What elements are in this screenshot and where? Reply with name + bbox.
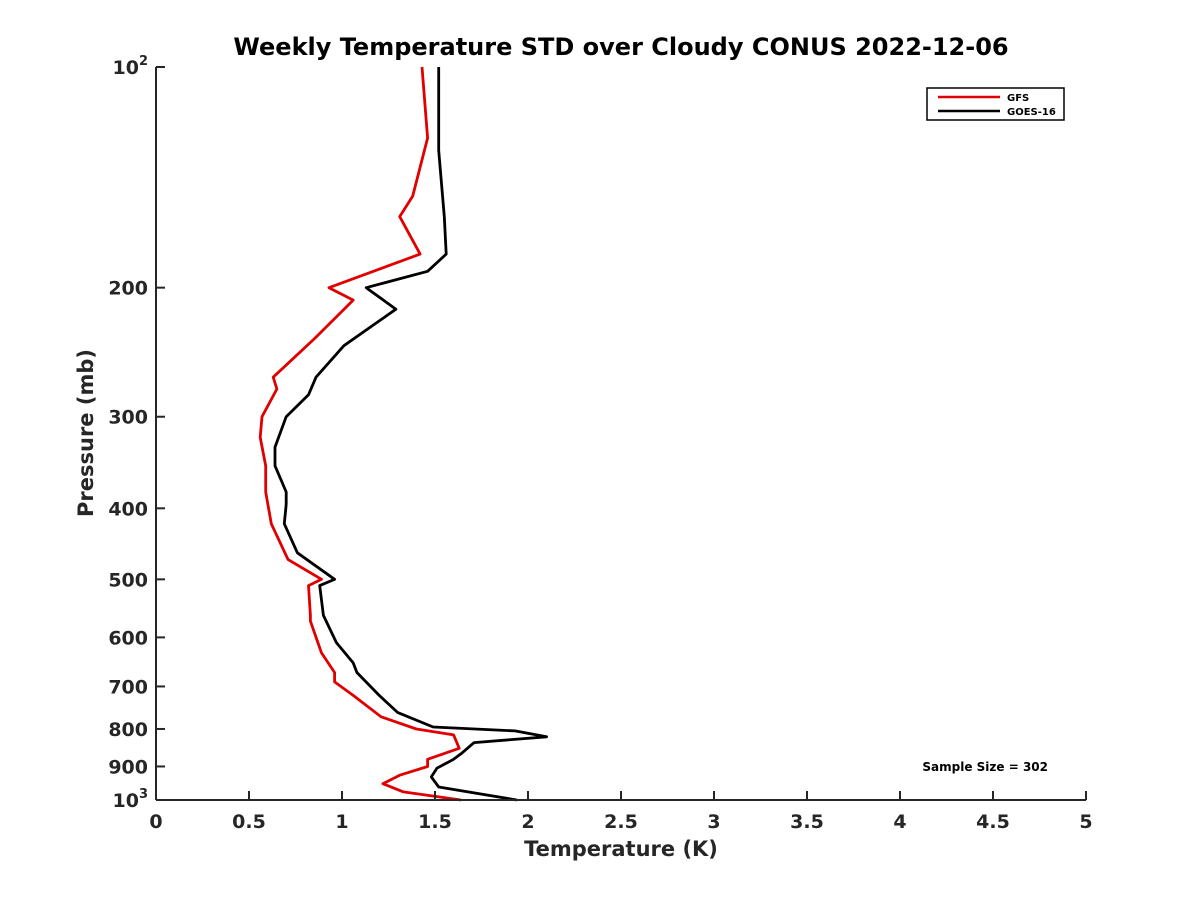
legend-label-gfs: GFS — [1007, 93, 1029, 104]
y-tick-label: 102 — [113, 54, 149, 79]
y-tick-label: 600 — [108, 627, 148, 649]
chart-title: Weekly Temperature STD over Cloudy CONUS… — [233, 33, 1008, 61]
x-ticks: 0 0.5 1 1.5 2 2.5 3 3.5 4 4.5 5 — [149, 791, 1093, 833]
y-tick-label: 400 — [108, 498, 148, 520]
x-tick-label: 5 — [1079, 811, 1092, 833]
y-tick-label: 900 — [108, 756, 148, 778]
y-tick-label: 300 — [108, 407, 148, 429]
x-tick-label: 0 — [149, 811, 162, 833]
y-tick-label: 200 — [108, 278, 148, 300]
x-tick-label: 2.5 — [604, 811, 638, 833]
x-tick-label: 1.5 — [418, 811, 452, 833]
x-tick-label: 3 — [707, 811, 720, 833]
y-axis-label: Pressure (mb) — [74, 349, 98, 517]
legend-label-goes16: GOES-16 — [1007, 107, 1056, 118]
x-axis-label: Temperature (K) — [524, 837, 718, 861]
series-line-goes-16 — [273, 67, 548, 802]
x-tick-label: 2 — [521, 811, 534, 833]
y-tick-label: 800 — [108, 719, 148, 741]
x-tick-label: 3.5 — [790, 811, 824, 833]
x-tick-label: 0.5 — [232, 811, 266, 833]
y-tick-label: 500 — [108, 569, 148, 591]
x-tick-label: 4 — [893, 811, 906, 833]
plot-area — [156, 67, 1086, 800]
y-ticks: 102 200 300 400 500 600 700 800 900 103 — [108, 54, 165, 812]
legend-box — [926, 87, 1065, 121]
legend: GFS GOES-16 — [926, 87, 1065, 121]
x-tick-label: 4.5 — [976, 811, 1010, 833]
x-tick-label: 1 — [335, 811, 348, 833]
series-line-gfs — [258, 66, 462, 802]
series-layer — [258, 66, 548, 802]
y-tick-label: 103 — [113, 787, 149, 812]
y-tick-label: 700 — [108, 676, 148, 698]
sample-size-annotation: Sample Size = 302 — [922, 760, 1048, 774]
